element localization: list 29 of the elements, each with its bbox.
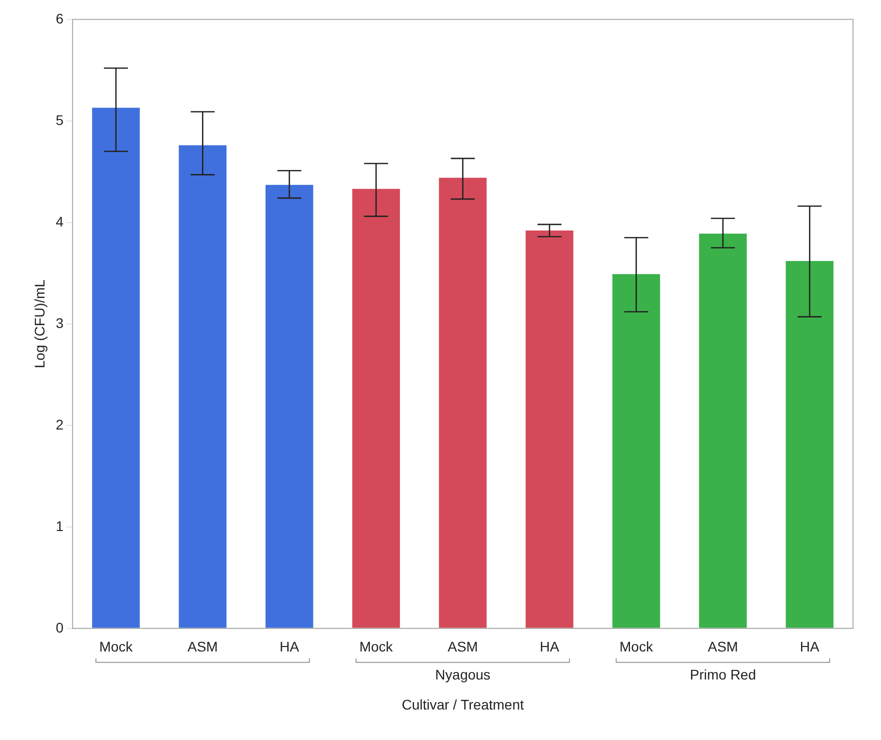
y-tick-label: 2 (56, 416, 64, 432)
text: Nyagous (435, 666, 490, 682)
x-axis-title: Cultivar / Treatment (402, 696, 524, 712)
bar (92, 108, 140, 628)
bar (699, 234, 747, 628)
x-tick-label: ASM (187, 638, 218, 655)
y-tick-label: 5 (56, 112, 64, 128)
bar (266, 184, 314, 628)
y-tick-label: 0 (56, 619, 64, 636)
y-tick-label: 1 (56, 518, 64, 534)
bar (786, 260, 834, 628)
x-tick-label: HA (540, 638, 560, 655)
y-tick-label: 6 (56, 10, 64, 26)
x-tick-label: HA (800, 638, 820, 655)
x-tick-label: ASM (448, 638, 478, 655)
x-tick-label: Mock (619, 638, 654, 655)
text: Primo Red (690, 666, 756, 682)
bar (178, 145, 226, 628)
bar (612, 274, 660, 628)
x-tick-label: Mock (359, 638, 394, 655)
x-tick-label: ASM (708, 638, 738, 655)
y-tick-label: 4 (56, 213, 64, 230)
y-axis-title: Log (CFU)/mL (31, 279, 48, 368)
y-tick-label: 3 (56, 314, 64, 331)
bar (352, 188, 400, 628)
x-tick-label: HA (280, 638, 300, 655)
bar (438, 178, 487, 628)
x-tick-label: Mock (99, 638, 134, 655)
bar (526, 230, 574, 628)
